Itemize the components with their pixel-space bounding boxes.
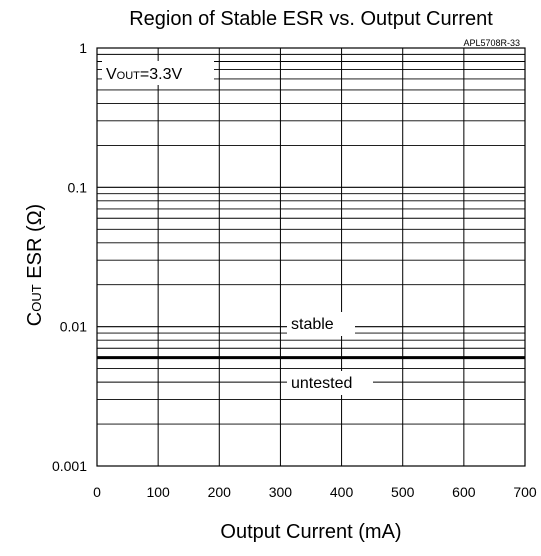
stable-label: stable	[291, 316, 334, 333]
condition-v: V	[106, 66, 117, 83]
y-tick-label: 1	[79, 40, 87, 56]
x-tick-label: 100	[146, 484, 170, 500]
condition-label-bg	[102, 61, 214, 85]
y-tick-labels: 1 0.1 0.01 0.001	[52, 40, 87, 474]
x-tick-label: 500	[391, 484, 415, 500]
svg-text:VOUT=3.3V: VOUT=3.3V	[106, 66, 182, 83]
untested-label-bg	[287, 371, 373, 395]
x-tick-label: 700	[513, 484, 537, 500]
plot-frame	[96, 47, 526, 467]
x-tick-labels: 0 100 200 300 400 500 600 700	[93, 484, 537, 500]
vertical-grid	[157, 48, 465, 466]
x-tick-label: 300	[269, 484, 293, 500]
figure-id: APL5708R-33	[463, 38, 520, 48]
y-title-rest: ESR (Ω)	[24, 204, 46, 285]
y-tick-label: 0.01	[60, 319, 87, 335]
condition-label: VOUT=3.3V	[102, 61, 214, 85]
stable-label-bg	[287, 312, 355, 336]
condition-value: =3.3V	[140, 66, 183, 83]
x-axis-title: Output Current (mA)	[220, 521, 401, 543]
chart-title: Region of Stable ESR vs. Output Current	[129, 8, 493, 30]
y-tick-label: 0.1	[68, 179, 88, 195]
condition-sub: OUT	[117, 70, 141, 82]
y-tick-label: 0.001	[52, 458, 87, 474]
x-tick-label: 600	[452, 484, 476, 500]
y-axis-title: COUT ESR (Ω)	[24, 204, 46, 326]
x-tick-label: 0	[93, 484, 101, 500]
x-tick-label: 200	[208, 484, 232, 500]
untested-label: untested	[291, 375, 352, 392]
plot-area	[97, 48, 525, 466]
y-title-sub: OUT	[29, 284, 44, 312]
x-tick-label: 400	[330, 484, 354, 500]
y-title-c: C	[24, 312, 46, 326]
